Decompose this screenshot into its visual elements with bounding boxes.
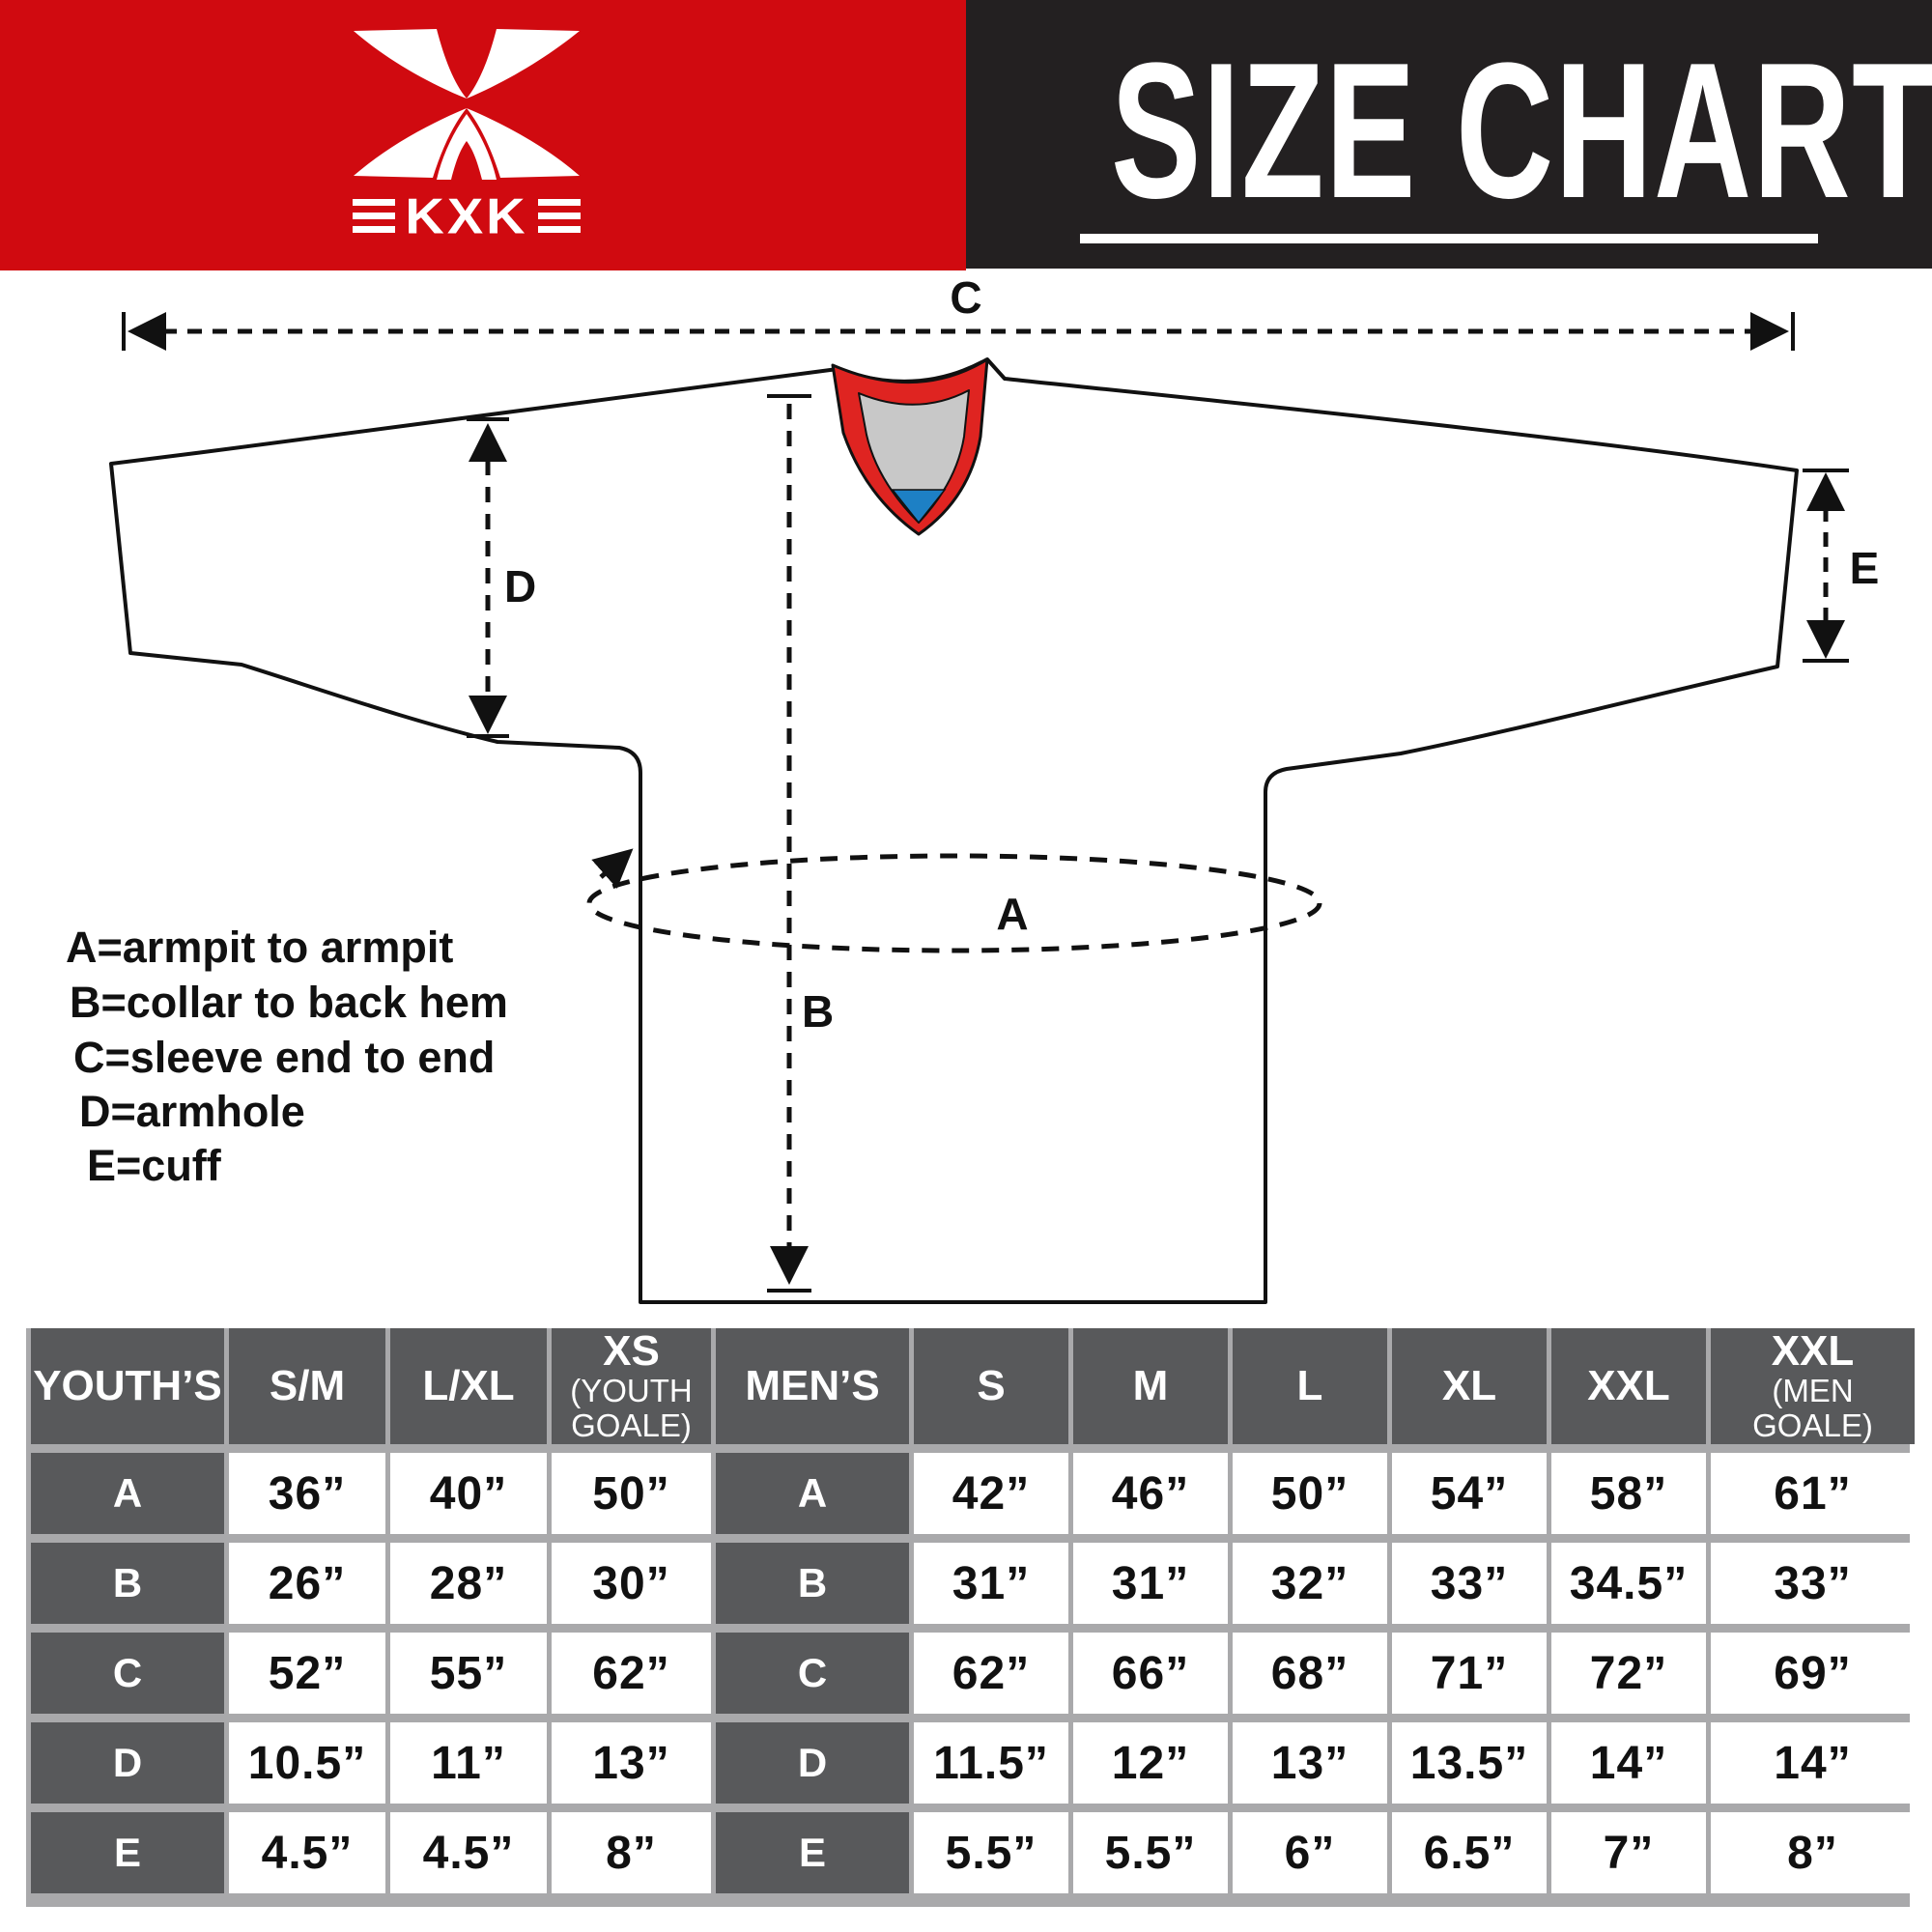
table-cell: 11.5” xyxy=(914,1722,1068,1804)
table-cell: 71” xyxy=(1392,1633,1547,1714)
table-cell: 61” xyxy=(1711,1453,1915,1534)
table-cell: 31” xyxy=(1073,1543,1228,1624)
table-cell: 14” xyxy=(1551,1722,1706,1804)
table-cell: 58” xyxy=(1551,1453,1706,1534)
table-cell: 62” xyxy=(552,1633,711,1714)
table-cell: 30” xyxy=(552,1543,711,1624)
table-cell: 46” xyxy=(1073,1453,1228,1534)
legend-line-b: B=collar to back hem xyxy=(70,978,508,1027)
title-block: SIZE CHART xyxy=(966,0,1932,269)
table-cell: 5.5” xyxy=(914,1812,1068,1893)
brand-banner xyxy=(0,0,966,270)
table-cell: 6” xyxy=(1233,1812,1387,1893)
goalie-note: (MEN GOALE) xyxy=(1752,1373,1873,1444)
column-header-men-size: S xyxy=(914,1328,1068,1444)
triple-bar-icon xyxy=(353,199,396,234)
table-cell: 5.5” xyxy=(1073,1812,1228,1893)
title-banner xyxy=(966,0,1932,269)
logo-text: KXK xyxy=(405,187,528,244)
page-title: SIZE CHART xyxy=(1111,23,1932,239)
row-label: C xyxy=(31,1633,224,1714)
goalie-size: XXL xyxy=(1771,1327,1855,1376)
measure-label-b: B xyxy=(802,986,834,1037)
column-header-youth-size: L/XL xyxy=(390,1328,547,1444)
table-cell: 50” xyxy=(552,1453,711,1534)
table-cell: 4.5” xyxy=(390,1812,547,1893)
column-header-goalie: XS (YOUTH GOALE) xyxy=(552,1328,711,1444)
legend-line-c: C=sleeve end to end xyxy=(73,1033,495,1082)
table-cell: 11” xyxy=(390,1722,547,1804)
column-header-men-group: MEN’S xyxy=(716,1328,909,1444)
table-cell: 13” xyxy=(552,1722,711,1804)
table-cell: 68” xyxy=(1233,1633,1387,1714)
legend-line-e: E=cuff xyxy=(87,1141,222,1190)
row-label: E xyxy=(31,1812,224,1893)
table-cell: 26” xyxy=(229,1543,385,1624)
table-cell: 14” xyxy=(1711,1722,1915,1804)
table-cell: 32” xyxy=(1233,1543,1387,1624)
jersey-measurement-diagram: C D E A B A=armpit to armpit B=collar to… xyxy=(66,272,1880,1304)
column-header-goalie: XXL (MEN GOALE) xyxy=(1711,1328,1915,1444)
logo-wordmark: KXK xyxy=(348,189,585,243)
table-cell: 55” xyxy=(390,1633,547,1714)
table-cell: 36” xyxy=(229,1453,385,1534)
goalie-note: (YOUTH GOALE) xyxy=(570,1373,693,1444)
column-header-men-size: M xyxy=(1073,1328,1228,1444)
table-cell: 4.5” xyxy=(229,1812,385,1893)
collar-insert-blue xyxy=(891,489,947,525)
kxk-logo: KXK xyxy=(348,23,585,243)
triple-bar-icon xyxy=(537,199,581,234)
size-table: YOUTH’S S/M L/XL XS (YOUTH GOALE) MEN’S S M L XL X… xyxy=(26,1328,1915,1907)
table-cell: 10.5” xyxy=(229,1722,385,1804)
jersey-outline xyxy=(109,357,1799,1304)
column-header-youth-group: YOUTH’S xyxy=(31,1328,224,1444)
table-cell: 13.5” xyxy=(1392,1722,1547,1804)
title-underline xyxy=(1080,234,1818,243)
table-cell: 62” xyxy=(914,1633,1068,1714)
column-header-men-size: XL xyxy=(1392,1328,1547,1444)
table-cell: 69” xyxy=(1711,1633,1915,1714)
table-cell: 33” xyxy=(1392,1543,1547,1624)
row-label: C xyxy=(716,1633,909,1714)
kxk-x-icon xyxy=(354,29,580,180)
legend-line-d: D=armhole xyxy=(79,1087,305,1136)
table-cell: 72” xyxy=(1551,1633,1706,1714)
measure-arrowhead-a xyxy=(591,848,634,889)
legend-line-a: A=armpit to armpit xyxy=(66,923,453,972)
row-label: A xyxy=(716,1453,909,1534)
column-header-men-size: XXL xyxy=(1551,1328,1706,1444)
table-cell: 12” xyxy=(1073,1722,1228,1804)
table-cell: 54” xyxy=(1392,1453,1547,1534)
measure-label-a: A xyxy=(996,889,1028,939)
row-label: B xyxy=(31,1543,224,1624)
header: KXK SIZE CHART xyxy=(0,0,1932,270)
table-cell: 50” xyxy=(1233,1453,1387,1534)
table-cell: 34.5” xyxy=(1551,1543,1706,1624)
table-cell: 31” xyxy=(914,1543,1068,1624)
table-cell: 28” xyxy=(390,1543,547,1624)
row-label: D xyxy=(31,1722,224,1804)
table-cell: 8” xyxy=(1711,1812,1915,1893)
column-header-men-size: L xyxy=(1233,1328,1387,1444)
row-label: E xyxy=(716,1812,909,1893)
table-cell: 40” xyxy=(390,1453,547,1534)
table-cell: 66” xyxy=(1073,1633,1228,1714)
measure-ellipse-a xyxy=(586,853,1322,953)
table-cell: 33” xyxy=(1711,1543,1915,1624)
row-label: A xyxy=(31,1453,224,1534)
goalie-size: XS xyxy=(603,1327,660,1376)
measure-label-d: D xyxy=(504,561,536,611)
measure-label-c: C xyxy=(950,272,981,323)
table-cell: 6.5” xyxy=(1392,1812,1547,1893)
table-cell: 13” xyxy=(1233,1722,1387,1804)
table-cell: 52” xyxy=(229,1633,385,1714)
table-cell: 42” xyxy=(914,1453,1068,1534)
row-label: D xyxy=(716,1722,909,1804)
table-cell: 8” xyxy=(552,1812,711,1893)
row-label: B xyxy=(716,1543,909,1624)
measure-label-e: E xyxy=(1850,543,1880,593)
column-header-youth-size: S/M xyxy=(229,1328,385,1444)
table-cell: 7” xyxy=(1551,1812,1706,1893)
